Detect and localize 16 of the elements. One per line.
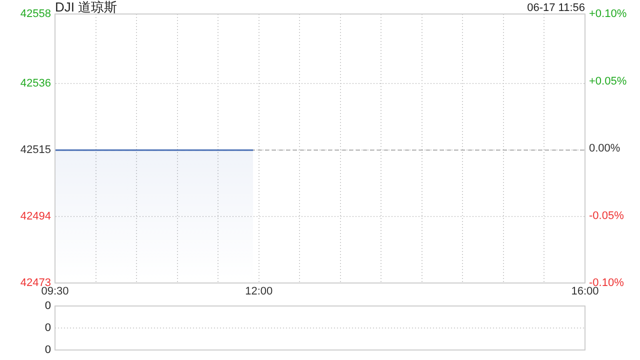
chart-title: DJI 道琼斯 (55, 0, 118, 15)
x-tick-label: 16:00 (571, 286, 599, 298)
y-tick-label: 42515 (20, 144, 51, 156)
x-tick-label: 12:00 (245, 286, 273, 298)
y2-tick-label: +0.05% (589, 75, 627, 88)
y-tick-label: 42536 (20, 78, 51, 90)
y2-tick-label: -0.05% (589, 210, 624, 222)
y-tick-label: 42558 (20, 8, 51, 20)
annotation: 06-17 11:56 (527, 2, 585, 14)
text: 0 (44, 300, 51, 312)
text: 0 (44, 322, 51, 334)
y-tick-label: 42494 (20, 210, 51, 223)
text: 0 (44, 344, 51, 356)
y2-tick-label: +0.10% (589, 8, 627, 20)
y2-tick-label: 0.00% (589, 142, 620, 155)
x-tick-label: 09:30 (41, 286, 69, 298)
